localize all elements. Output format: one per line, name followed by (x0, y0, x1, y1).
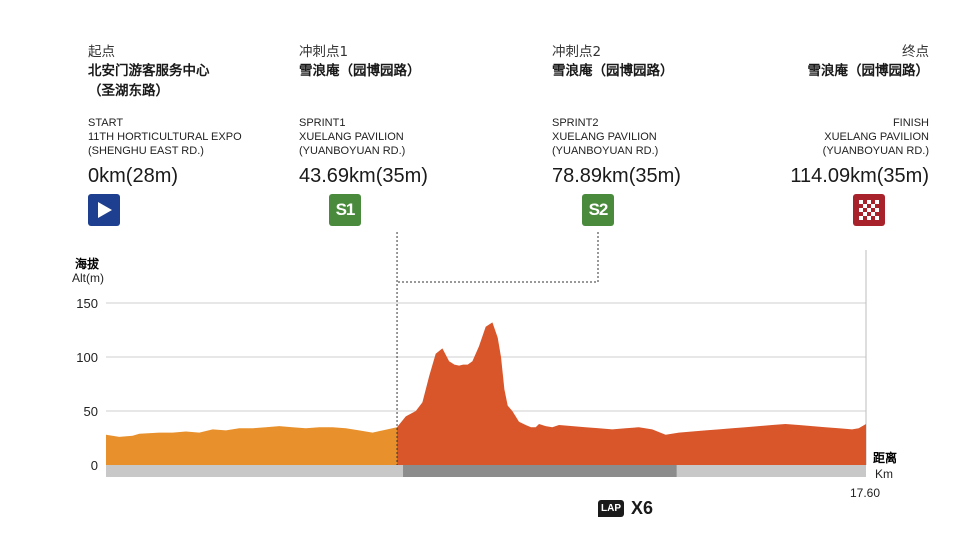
sprint2-cn-title: 冲刺点2 (552, 44, 602, 60)
sprint1-distance: 43.69km(35m) (299, 165, 428, 187)
lap-length-label: 17.60 (850, 486, 880, 500)
sprint1-en-title: SPRINT1 (299, 117, 346, 129)
sprint1-badge: S1 (329, 194, 361, 226)
y-tick-150: 150 (76, 296, 98, 311)
y-axis-label: Alt(m) (72, 271, 104, 285)
finish-cn-title: 终点 (902, 44, 929, 60)
sprint2-badge: S2 (582, 194, 614, 226)
finish-badge (853, 194, 885, 226)
elevation-area-approach (106, 426, 398, 465)
checkpoint-sprint2: 冲刺点2 雪浪庵（园博园路） SPRINT2 XUELANG PAVILION … (552, 44, 792, 226)
sprint1-en-name: XUELANG PAVILION (YUANBOYUAN RD.) (299, 131, 406, 157)
checkpoint-sprint1: 冲刺点1 雪浪庵（园博园路） SPRINT1 XUELANG PAVILION … (299, 44, 539, 226)
sprint2-marker-line (397, 232, 599, 283)
distance-bar-lap (403, 465, 677, 477)
y-tick-0: 0 (91, 458, 98, 473)
y-tick-100: 100 (76, 350, 98, 365)
finish-en-title: FINISH (892, 117, 929, 129)
sprint1-cn-name: 雪浪庵（园博园路） (299, 63, 421, 79)
checkpoint-start: 起点 北安门游客服务中心 （圣湖东路） START 11TH HORTICULT… (88, 44, 328, 226)
start-badge (88, 194, 120, 226)
y-axis-label-cn: 海拔 (75, 256, 100, 271)
lap-indicator: LAP X6 (598, 498, 653, 519)
sprint1-cn-title: 冲刺点1 (299, 44, 349, 60)
start-en-title: START (88, 117, 124, 129)
lap-count: X6 (631, 498, 654, 518)
checkered-flag-icon (859, 200, 879, 220)
y-tick-50: 50 (84, 404, 98, 419)
elevation-areas (106, 322, 866, 465)
sprint2-distance: 78.89km(35m) (552, 165, 681, 187)
distance-bar (106, 465, 866, 477)
finish-cn-name: 雪浪庵（园博园路） (807, 63, 930, 79)
elevation-area-circuit (397, 322, 866, 465)
sprint-markers (396, 232, 599, 465)
start-cn-title: 起点 (88, 44, 115, 60)
sprint2-en-title: SPRINT2 (552, 117, 599, 129)
start-en-name: 11TH HORTICULTURAL EXPO (SHENGHU EAST RD… (88, 131, 242, 157)
x-axis-label: Km (875, 467, 893, 481)
x-axis-label-cn: 距离 (873, 450, 897, 465)
sprint2-badge-label: S2 (588, 200, 609, 219)
start-distance: 0km(28m) (88, 165, 179, 187)
sprint2-en-name: XUELANG PAVILION (YUANBOYUAN RD.) (552, 131, 659, 157)
lap-icon: LAP (598, 500, 624, 517)
finish-en-name: XUELANG PAVILION (YUANBOYUAN RD.) (822, 131, 929, 157)
sprint1-badge-label: S1 (335, 200, 356, 219)
play-icon (98, 202, 112, 218)
finish-distance: 114.09km(35m) (790, 165, 929, 187)
y-tick-labels: 0 50 100 150 (76, 296, 98, 473)
start-cn-name: 北安门游客服务中心 （圣湖东路） (88, 63, 210, 99)
sprint2-cn-name: 雪浪庵（园博园路） (552, 63, 674, 79)
checkpoint-finish: 终点 雪浪庵（园博园路） FINISH XUELANG PAVILION (YU… (689, 44, 929, 226)
